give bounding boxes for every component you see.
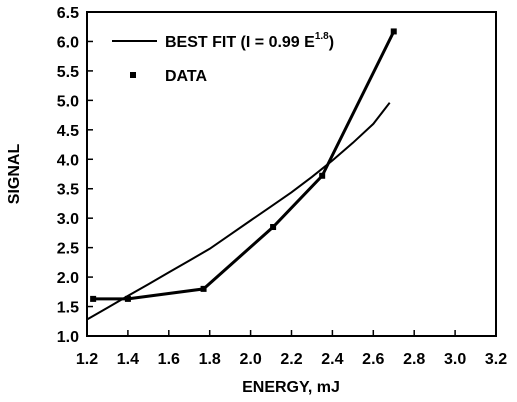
series-layer bbox=[86, 28, 397, 321]
x-tick-label: 1.4 bbox=[117, 351, 139, 368]
y-tick-label: 1.5 bbox=[57, 300, 79, 317]
y-tick-label: 3.0 bbox=[57, 211, 79, 228]
x-tick-label: 1.8 bbox=[199, 351, 221, 368]
y-tick-label: 1.0 bbox=[57, 329, 79, 346]
x-tick-label: 1.2 bbox=[76, 351, 98, 368]
data-point bbox=[124, 295, 131, 302]
x-axis-label: ENERGY, mJ bbox=[242, 379, 340, 396]
y-tick-label: 5.5 bbox=[57, 64, 79, 81]
y-axis-label: SIGNAL bbox=[6, 144, 23, 205]
x-axis: 1.2 1.4 1.6 1.8 2.0 2.2 2.4 2.6 2.8 3.0 3.2 bbox=[76, 330, 507, 368]
legend-fit-label-close: ) bbox=[329, 34, 334, 51]
plot-frame-group bbox=[86, 11, 497, 337]
data-line bbox=[93, 30, 396, 301]
legend: BEST FIT (I = 0.99 E1.8) DATA bbox=[112, 31, 334, 85]
x-tick-label: 2.2 bbox=[280, 351, 302, 368]
legend-fit-exponent: 1.8 bbox=[315, 31, 329, 42]
y-tick-label: 4.0 bbox=[57, 152, 79, 169]
x-tick-label: 2.6 bbox=[362, 351, 384, 368]
x-tick-label: 3.0 bbox=[444, 351, 466, 368]
data-point bbox=[200, 285, 207, 292]
legend-data-marker bbox=[130, 72, 136, 78]
data-point bbox=[90, 295, 97, 302]
legend-data-label: DATA bbox=[165, 68, 208, 85]
x-tick-label: 3.2 bbox=[485, 351, 507, 368]
legend-fit-label: BEST FIT (I = 0.99 E1.8) bbox=[165, 31, 334, 51]
x-tick-label: 2.0 bbox=[239, 351, 261, 368]
fit-curve bbox=[86, 102, 391, 321]
x-tick-label: 2.4 bbox=[321, 351, 343, 368]
data-point bbox=[319, 172, 326, 179]
data-point bbox=[270, 224, 277, 231]
y-tick-label: 5.0 bbox=[57, 93, 79, 110]
x-tick-label: 2.8 bbox=[403, 351, 425, 368]
plot-frame bbox=[86, 11, 497, 337]
y-axis: 1.0 1.5 2.0 2.5 3.0 3.5 4.0 4.5 5.0 5.5 6.0 6.5 bbox=[57, 5, 93, 346]
y-tick-label: 6.0 bbox=[57, 34, 79, 51]
y-tick-label: 3.5 bbox=[57, 182, 79, 199]
data-point bbox=[390, 28, 397, 35]
y-tick-label: 6.5 bbox=[57, 5, 79, 22]
legend-fit-label-main: BEST FIT (I = 0.99 E bbox=[165, 34, 315, 51]
y-tick-label: 2.5 bbox=[57, 241, 79, 258]
y-tick-label: 4.5 bbox=[57, 123, 79, 140]
x-tick-label: 1.6 bbox=[158, 351, 180, 368]
y-tick-label: 2.0 bbox=[57, 270, 79, 287]
